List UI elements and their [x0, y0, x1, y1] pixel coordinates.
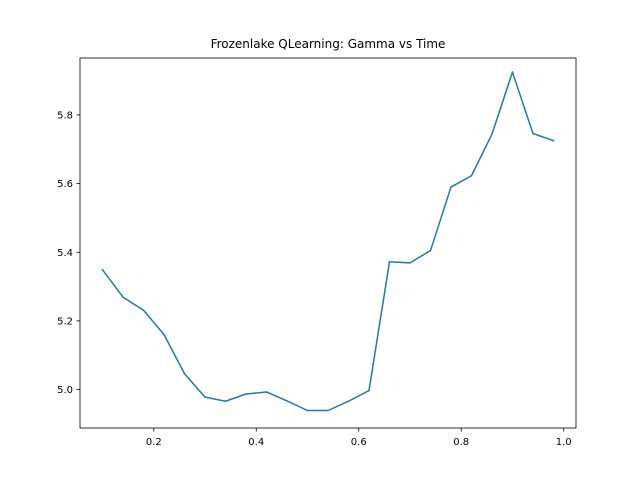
data-point — [142, 309, 145, 312]
data-point — [204, 396, 206, 398]
data-point — [470, 174, 473, 177]
data-point — [101, 268, 104, 271]
data-point — [450, 186, 452, 188]
chart-title: Frozenlake QLearning: Gamma vs Time — [211, 37, 446, 51]
data-point — [429, 249, 432, 252]
y-tick-label: 5.0 — [57, 385, 73, 396]
data-point — [327, 409, 329, 412]
y-tick-label: 5.2 — [57, 316, 73, 327]
x-axis: 0.2 0.4 0.6 0.8 1.0 — [146, 428, 572, 448]
x-tick-label: 0.4 — [248, 437, 264, 448]
data-point — [306, 409, 309, 412]
plot-area — [101, 71, 555, 412]
data-point — [409, 262, 411, 264]
y-tick-label: 5.6 — [57, 179, 73, 190]
data-point — [245, 393, 247, 395]
x-tick-label: 0.6 — [351, 437, 367, 448]
data-point — [163, 333, 165, 336]
y-axis: 5.0 5.2 5.4 5.6 5.8 — [57, 110, 80, 396]
x-tick-label: 0.2 — [146, 437, 162, 448]
data-point — [511, 71, 514, 73]
data-point — [286, 400, 288, 402]
data-point — [388, 261, 391, 263]
x-tick-label: 0.8 — [453, 437, 469, 448]
y-tick-label: 5.4 — [57, 248, 73, 259]
data-point — [532, 132, 534, 135]
data-point — [491, 133, 493, 135]
data-point — [368, 389, 370, 392]
data-point — [122, 296, 124, 299]
data-point — [347, 400, 350, 403]
data-point — [265, 391, 268, 393]
x-tick-label: 1.0 — [556, 437, 572, 448]
y-tick-label: 5.8 — [57, 110, 73, 121]
axes-frame — [79, 57, 577, 429]
data-point — [183, 372, 186, 375]
data-point — [552, 139, 555, 142]
data-point — [224, 400, 227, 403]
